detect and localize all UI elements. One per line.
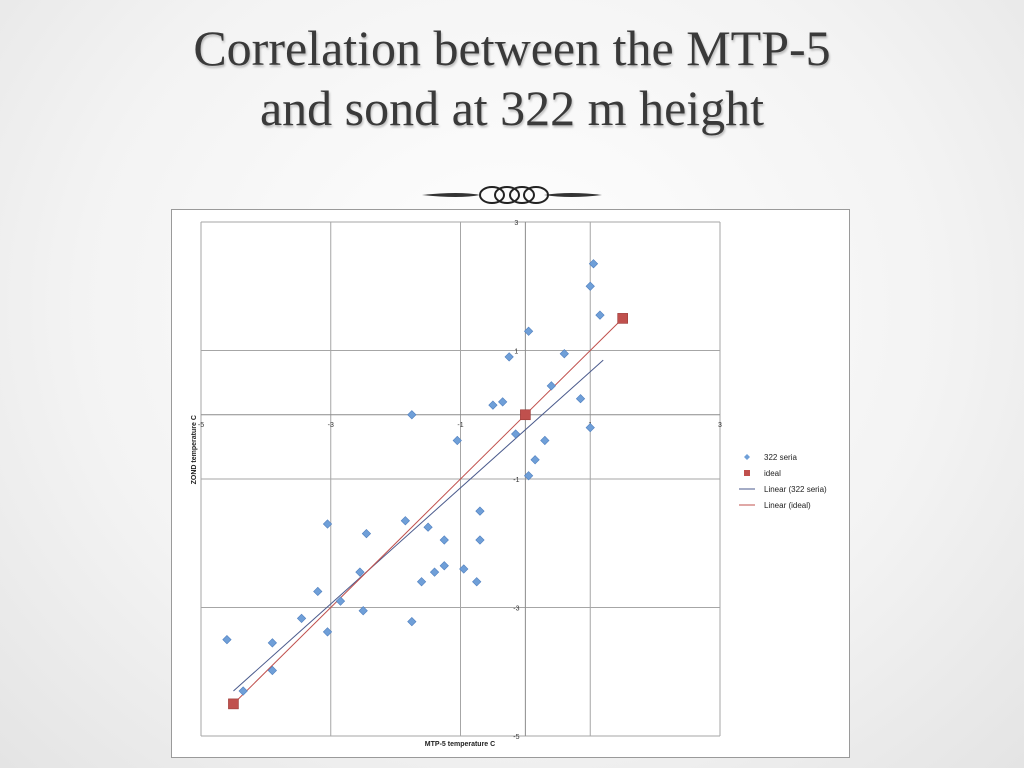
point-322-seria [585,422,595,433]
point-322-seria [472,577,482,587]
point-322-seria [459,564,469,574]
slide-title: Correlation between the MTP-5 and sond a… [0,18,1024,138]
point-322-seria [222,635,232,645]
point-322-seria [322,519,333,529]
point-322-seria [546,381,556,391]
x-axis-label: MTP-5 temperature C [425,741,495,748]
title-line-1: Correlation between the MTP-5 [193,20,831,76]
point-322-seria [498,397,508,407]
legend-label-ideal: ideal [764,469,781,478]
trendline-linear-322-seria [233,359,604,692]
point-322-seria [313,586,323,597]
point-322-seria [267,665,277,676]
y-tick-label: 3 [514,220,518,227]
point-322-seria [296,613,307,624]
point-322-seria [575,394,586,404]
legend-label-linear-322: Linear (322 seria) [764,485,827,494]
point-322-seria [530,455,540,465]
point-322-seria [267,638,277,648]
y-axis-label: ZOND temperature C [191,415,198,484]
point-322-seria [585,281,595,291]
x-tick-label: -5 [198,422,204,429]
tick-labels: -5-3-11331-1-3-5 [198,220,722,741]
point-ideal [520,409,531,421]
flourish-divider-icon [422,186,602,204]
y-tick-label: 1 [514,349,518,356]
trendlines [233,318,624,705]
point-322-seria [439,561,449,571]
title-line-2: and sond at 322 m height [259,80,765,136]
point-322-seria [452,435,462,446]
x-tick-label: -3 [328,422,334,429]
x-tick-label: 3 [718,422,722,429]
point-322-seria [361,528,372,539]
point-322-seria [416,577,427,587]
point-322-seria [540,435,550,446]
point-322-seria [523,471,534,481]
grid [200,221,721,737]
trendline-linear-ideal [233,318,624,705]
legend-marker-ideal [744,470,750,476]
point-322-seria [407,410,417,420]
scatter-chart: -5-3-11331-1-3-5 MTP-5 temperature C ZON… [191,220,827,748]
point-322-seria [429,567,440,577]
point-322-seria [475,535,485,545]
point-322-seria [400,516,410,526]
x-tick-label: -1 [457,422,463,429]
legend-label-linear-ideal: Linear (ideal) [764,501,811,510]
point-322-seria [335,596,346,606]
point-322-seria [559,349,569,359]
point-322-seria [423,522,433,532]
data-points [222,259,628,710]
y-tick-label: -5 [513,734,519,741]
point-ideal [228,698,239,710]
point-322-seria [355,567,365,577]
chart-frame: -5-3-11331-1-3-5 MTP-5 temperature C ZON… [171,209,850,758]
legend: 322 seria ideal Linear (322 seria) Linea… [739,453,827,510]
point-322-seria [488,400,498,410]
point-322-seria [511,429,521,439]
point-322-seria [238,686,248,696]
point-322-seria [322,627,333,637]
point-322-seria [595,310,605,320]
point-322-seria [504,352,514,362]
point-322-seria [439,535,449,545]
point-322-seria [475,506,485,516]
point-322-seria [523,326,534,336]
legend-marker-322-seria [744,454,750,460]
legend-label-322-seria: 322 seria [764,453,797,462]
point-322-seria [588,259,599,269]
y-tick-label: -3 [513,606,519,613]
point-322-seria [407,617,417,627]
point-ideal [617,313,628,324]
y-tick-label: -1 [513,477,519,484]
point-322-seria [358,606,368,616]
